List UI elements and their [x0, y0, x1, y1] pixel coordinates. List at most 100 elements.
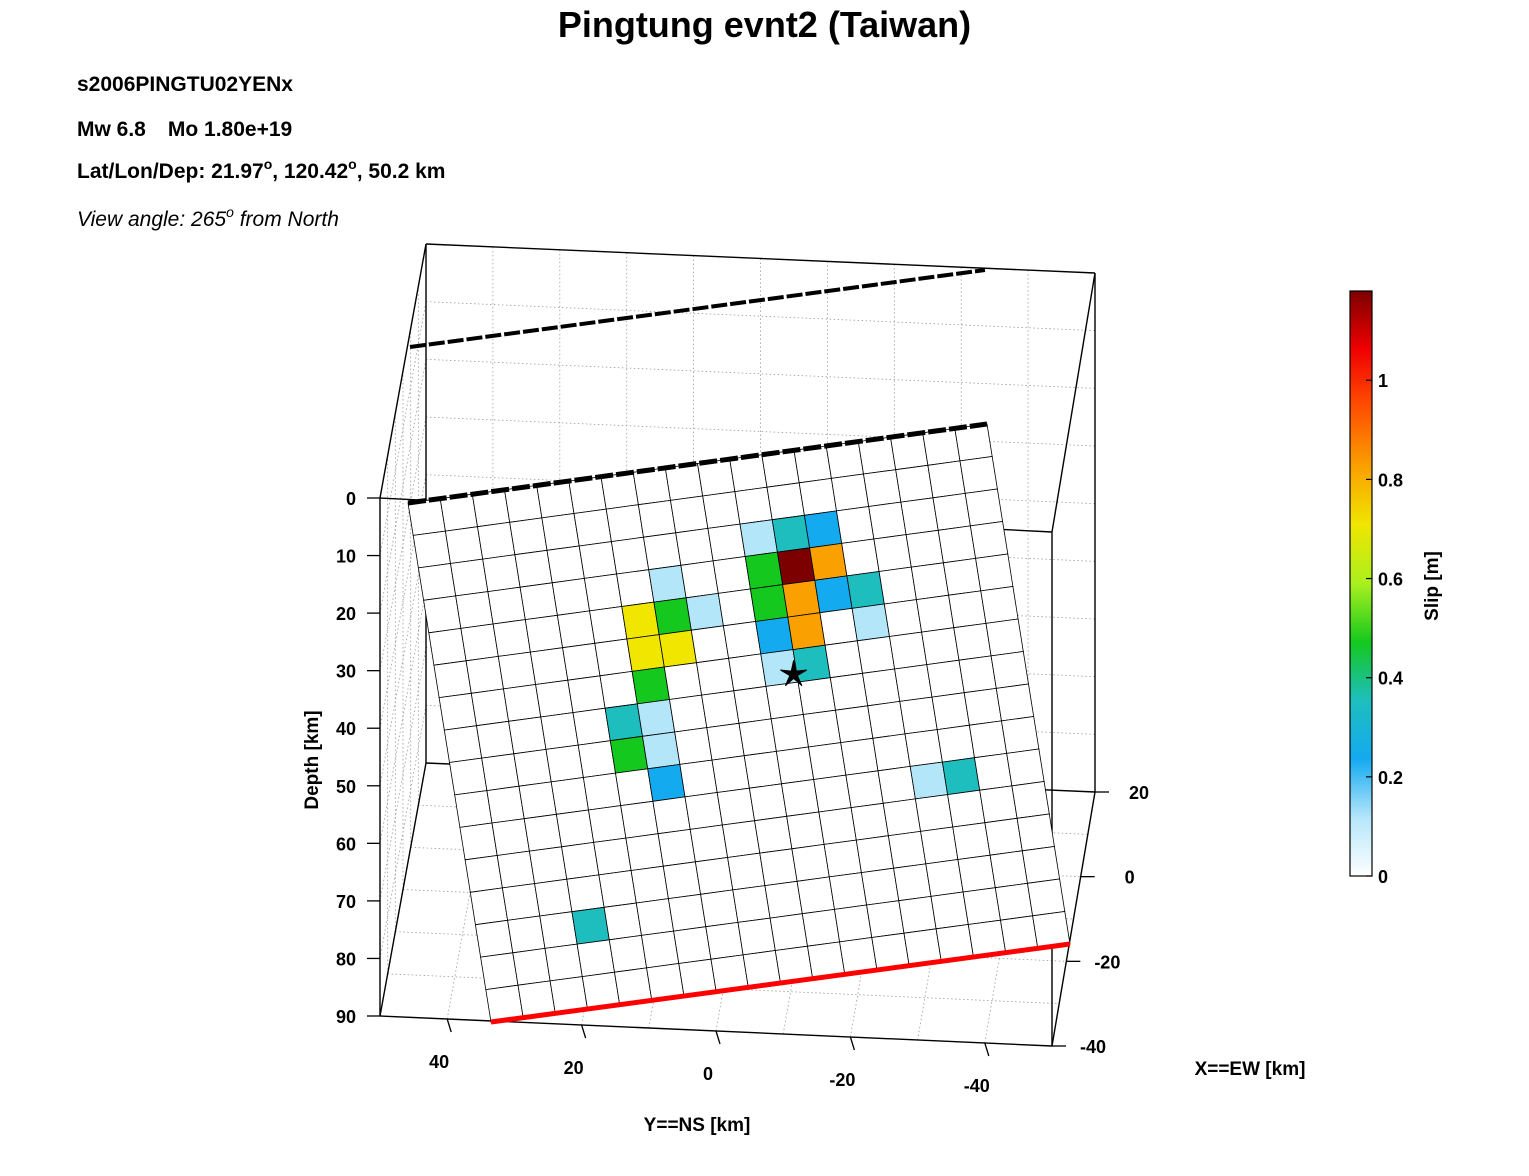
- fault-cell: [675, 527, 714, 566]
- fault-cell: [738, 718, 777, 757]
- fault-cell: [480, 952, 519, 991]
- fault-cell: [712, 556, 751, 594]
- fault-cell: [1016, 813, 1055, 852]
- fault-cell: [657, 828, 696, 867]
- fault-cell: [663, 662, 703, 700]
- fault-cell: [652, 796, 691, 835]
- view-angle-prefix: View angle: 265: [77, 208, 227, 231]
- fault-cell: [743, 750, 782, 789]
- fault-cell: [588, 805, 627, 843]
- fault-cell: [658, 629, 697, 668]
- fault-cell: [509, 517, 548, 556]
- fault-cell: [630, 865, 669, 904]
- fault-cell: [975, 553, 1014, 592]
- view-degree-symbol: o: [226, 204, 234, 220]
- fault-cell: [512, 947, 551, 986]
- fault-cell: [937, 525, 977, 564]
- fault-cell: [823, 839, 862, 878]
- fault-cell: [770, 714, 809, 752]
- fault-cell: [444, 526, 484, 564]
- fault-cell: [957, 854, 996, 893]
- fault-cell: [599, 670, 638, 709]
- fault-cell: [850, 802, 889, 841]
- box-edge: [1051, 791, 1096, 1047]
- ew-tick-label: -40: [1080, 1037, 1106, 1057]
- fault-cell: [550, 777, 589, 815]
- fault-cell: [782, 579, 821, 618]
- fault-cell: [769, 913, 808, 951]
- fault-cell: [904, 729, 943, 767]
- fault-cell: [1006, 748, 1045, 787]
- fault-cell: [755, 616, 794, 655]
- fault-cell: [739, 519, 778, 557]
- fault-cell: [926, 659, 965, 698]
- fault-cell: [482, 554, 521, 593]
- fault-cell: [594, 638, 633, 677]
- fault-cell: [920, 826, 959, 865]
- fault-cell: [889, 631, 928, 670]
- fault-cell: [684, 792, 723, 830]
- fault-cell: [771, 514, 811, 553]
- fault-cell: [776, 547, 816, 586]
- fault-cell: [577, 740, 616, 778]
- fault-cell: [556, 610, 596, 649]
- ew-tick-label: 20: [1129, 783, 1149, 803]
- fault-cell: [883, 599, 923, 637]
- fault-edges: [407, 421, 1071, 1025]
- fault-cell: [824, 640, 863, 679]
- fault-cell: [989, 850, 1028, 889]
- left-wall-depth-gridline: [379, 647, 427, 901]
- fault-cell: [459, 822, 498, 861]
- fault-cell: [952, 822, 991, 860]
- fault-cell: [819, 607, 858, 646]
- fault-cell: [593, 837, 632, 876]
- ns-tick-mark: [580, 1024, 587, 1039]
- fault-cell: [958, 655, 997, 694]
- fault-cell: [438, 692, 477, 731]
- fault-cell: [474, 919, 514, 958]
- fault-cell: [953, 622, 992, 661]
- fault-cell: [546, 545, 585, 584]
- fault-cell: [670, 495, 709, 534]
- fault-cell: [523, 813, 563, 852]
- fault-cell: [925, 859, 964, 897]
- view-angle-line: View angle: 265o from North: [77, 204, 339, 232]
- fault-cell: [787, 612, 826, 651]
- fault-cell: [707, 523, 746, 562]
- fault-cell: [667, 893, 707, 932]
- fault-cell: [873, 534, 912, 572]
- ns-tick-mark: [984, 1042, 990, 1057]
- fault-cell: [959, 456, 998, 494]
- colorbar-tick-label: 0.6: [1378, 570, 1403, 590]
- fault-cell: [835, 705, 874, 744]
- left-wall-depth-gridline: [379, 589, 427, 844]
- lat-degree-symbol: o: [263, 156, 273, 172]
- fault-cell: [492, 619, 531, 657]
- fault-cell: [834, 904, 873, 943]
- fault-cell: [963, 687, 1002, 726]
- moment-magnitude: Mw 6.8: [77, 118, 146, 141]
- fault-cell: [653, 597, 692, 636]
- fault-cell: [867, 700, 906, 739]
- fault-cell: [487, 586, 526, 625]
- fault-cell: [728, 653, 767, 692]
- event-id: s2006PINGTU02YENx: [77, 73, 293, 96]
- fault-cell: [801, 908, 841, 947]
- fault-cell: [775, 746, 815, 785]
- colorbar-tick-label: 0.4: [1378, 669, 1403, 689]
- fault-cell: [808, 742, 847, 780]
- fault-cell: [921, 627, 960, 666]
- fault-cell: [1021, 846, 1061, 884]
- fault-cell: [905, 529, 944, 568]
- fault-cell: [860, 867, 900, 906]
- ns-tick-mark: [849, 1036, 856, 1051]
- fault-cell: [872, 733, 911, 772]
- colorbar-tick-label: 1: [1378, 371, 1388, 391]
- ns-tick-label: 40: [429, 1052, 449, 1072]
- fault-cell: [882, 798, 922, 837]
- fault-cell: [561, 841, 600, 880]
- fault-bottom-edge: [490, 941, 1071, 1025]
- fault-cell: [968, 720, 1008, 759]
- fault-cell: [562, 642, 601, 681]
- fault-cell: [449, 757, 488, 796]
